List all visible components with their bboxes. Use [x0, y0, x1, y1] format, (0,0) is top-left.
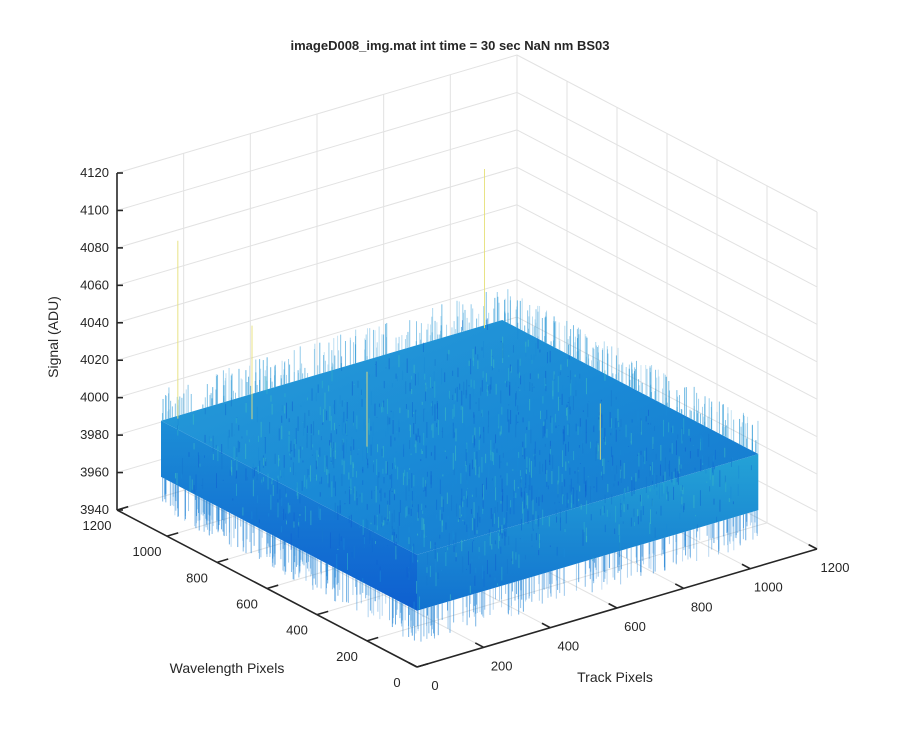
x-tick [674, 583, 685, 590]
y-tick [266, 584, 279, 590]
z-tick-label: 4040 [80, 315, 109, 330]
y-axis-label: Wavelength Pixels [170, 660, 285, 676]
grid-line [116, 166, 518, 286]
grid-line [516, 166, 818, 325]
x-tick [741, 563, 751, 570]
y-tick [166, 532, 179, 537]
z-tick-label: 4120 [80, 165, 109, 180]
y-tick [366, 636, 379, 642]
y-tick-label: 800 [186, 570, 208, 585]
x-tick [541, 622, 551, 629]
surface-face-left [161, 420, 417, 611]
x-tick-label: 800 [691, 599, 713, 614]
grid-line [516, 129, 818, 288]
x-tick-label: 400 [557, 639, 579, 654]
y-tick-label: 1200 [83, 518, 112, 533]
y-tick-label: 200 [336, 649, 358, 664]
grid-line [116, 91, 518, 211]
grid-line [116, 204, 518, 324]
grid-line [516, 241, 818, 400]
x-tick [474, 642, 485, 649]
y-tick [416, 662, 429, 668]
x-axis-label: Track Pixels [577, 669, 653, 685]
z-tick-label: 3940 [80, 502, 109, 517]
y-tick [116, 505, 129, 511]
z-tick-label: 4060 [80, 277, 109, 292]
x-tick-label: 200 [491, 658, 513, 673]
y-tick-label: 600 [236, 597, 258, 612]
x-tick [408, 661, 418, 668]
grid-line [116, 241, 518, 361]
z-tick-label: 4000 [80, 390, 109, 405]
z-tick-label: 4020 [80, 352, 109, 367]
x-tick-label: 0 [431, 678, 438, 693]
surface-layer [161, 168, 759, 642]
x-tick-label: 1200 [821, 560, 850, 575]
axes: 3940396039804000402040404060408041004120… [80, 165, 849, 693]
grid-line [116, 129, 518, 249]
z-tick-label: 4080 [80, 240, 109, 255]
z-axis-label: Signal (ADU) [45, 296, 61, 378]
z-tick-label: 4100 [80, 202, 109, 217]
grid-line [516, 54, 818, 213]
x-tick-label: 1000 [754, 580, 783, 595]
grid-line [516, 204, 818, 363]
chart-title: imageD008_img.mat int time = 30 sec NaN … [291, 38, 610, 53]
z-tick-label: 3960 [80, 465, 109, 480]
grid-line [516, 92, 818, 250]
x-tick [808, 543, 818, 550]
z-tick-label: 3980 [80, 427, 109, 442]
y-tick-label: 400 [286, 623, 308, 638]
y-tick-label: 1000 [133, 544, 162, 559]
grid-line [116, 54, 518, 174]
surface-top [161, 320, 759, 555]
x-tick-label: 600 [624, 619, 646, 634]
grid-line [116, 279, 518, 399]
y-tick [216, 558, 229, 564]
x-tick [608, 602, 618, 609]
y-tick [316, 610, 329, 616]
grid-line [516, 279, 818, 438]
y-tick-label: 0 [393, 675, 400, 690]
